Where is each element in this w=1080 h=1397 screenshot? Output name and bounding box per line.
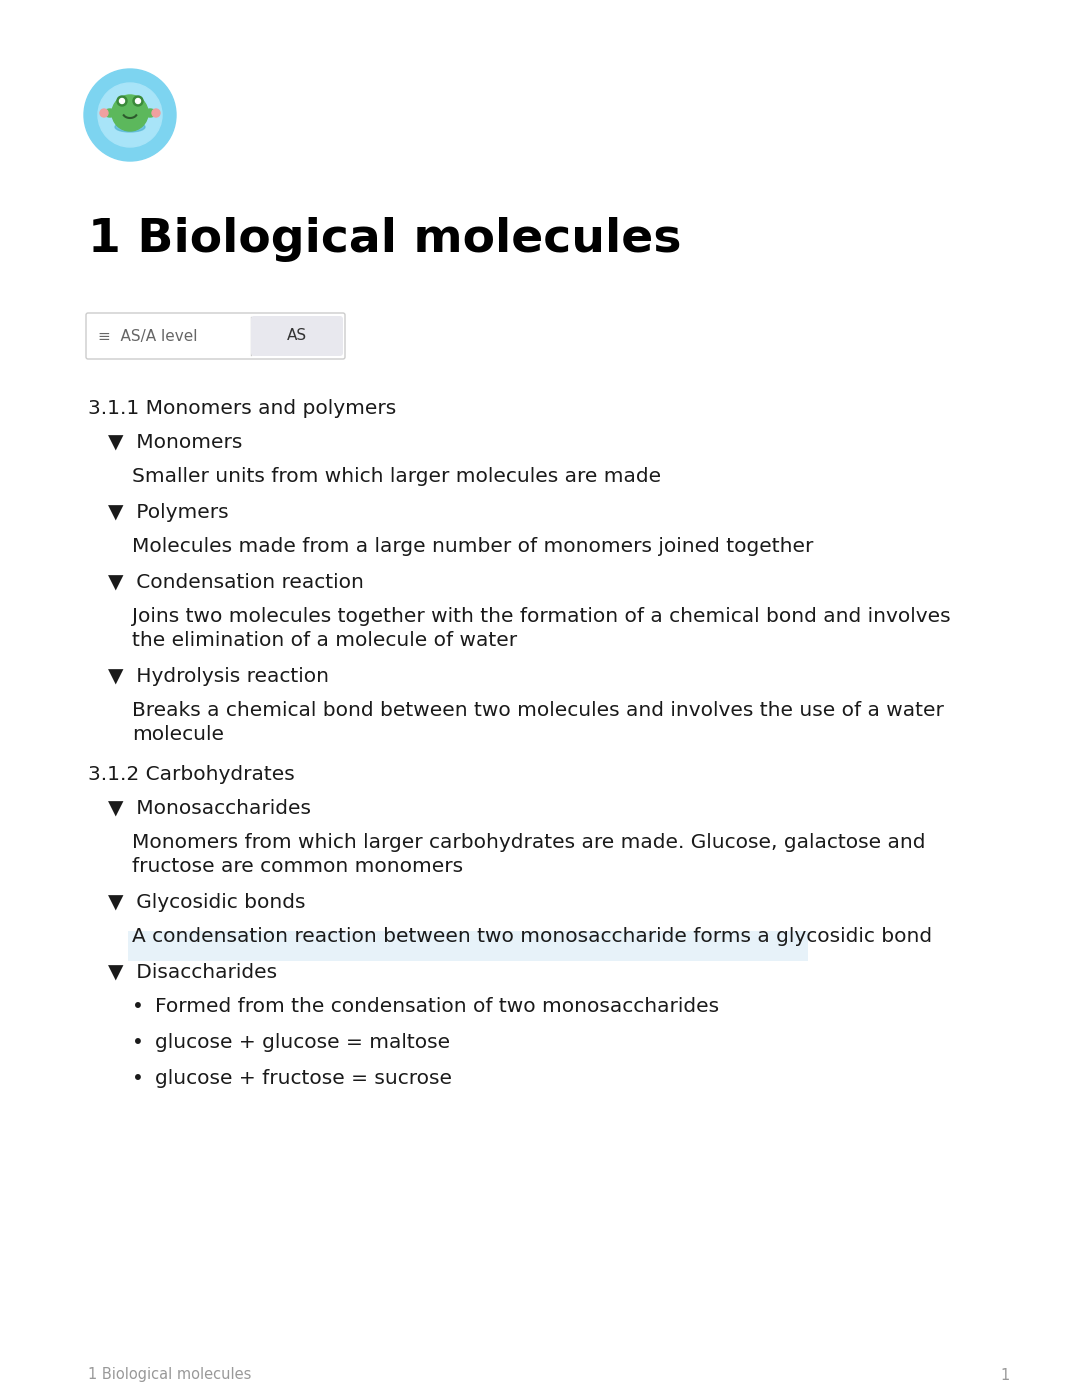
Text: •: •: [132, 997, 144, 1016]
Ellipse shape: [114, 122, 145, 131]
Text: 1 Biological molecules: 1 Biological molecules: [87, 218, 681, 263]
Text: 1: 1: [1000, 1368, 1009, 1383]
Text: ▼  Polymers: ▼ Polymers: [108, 503, 229, 522]
Text: 1 Biological molecules: 1 Biological molecules: [87, 1368, 252, 1383]
Circle shape: [133, 96, 143, 106]
Text: Breaks a chemical bond between two molecules and involves the use of a water: Breaks a chemical bond between two molec…: [132, 701, 944, 719]
FancyBboxPatch shape: [251, 316, 343, 356]
Text: molecule: molecule: [132, 725, 224, 745]
Text: glucose + fructose = sucrose: glucose + fructose = sucrose: [156, 1069, 453, 1088]
Text: Monomers from which larger carbohydrates are made. Glucose, galactose and: Monomers from which larger carbohydrates…: [132, 833, 926, 852]
Text: AS: AS: [287, 328, 307, 344]
Circle shape: [135, 99, 140, 103]
Text: glucose + glucose = maltose: glucose + glucose = maltose: [156, 1032, 450, 1052]
Text: Smaller units from which larger molecules are made: Smaller units from which larger molecule…: [132, 467, 661, 486]
Text: ▼  Glycosidic bonds: ▼ Glycosidic bonds: [108, 893, 306, 912]
Text: ▼  Monomers: ▼ Monomers: [108, 433, 242, 453]
Text: A condensation reaction between two monosaccharide forms a glycosidic bond: A condensation reaction between two mono…: [132, 928, 932, 946]
Text: •: •: [132, 1032, 144, 1052]
Text: Formed from the condensation of two monosaccharides: Formed from the condensation of two mono…: [156, 997, 719, 1016]
Text: ≡  AS/A level: ≡ AS/A level: [98, 328, 198, 344]
Text: Joins two molecules together with the formation of a chemical bond and involves: Joins two molecules together with the fo…: [132, 608, 950, 626]
Text: ▼  Disaccharides: ▼ Disaccharides: [108, 963, 278, 982]
Circle shape: [100, 109, 108, 117]
Text: Molecules made from a large number of monomers joined together: Molecules made from a large number of mo…: [132, 536, 813, 556]
FancyBboxPatch shape: [129, 930, 808, 961]
Text: 3.1.2 Carbohydrates: 3.1.2 Carbohydrates: [87, 766, 295, 784]
Text: •: •: [132, 1069, 144, 1088]
Text: ▼  Condensation reaction: ▼ Condensation reaction: [108, 573, 364, 592]
Text: the elimination of a molecule of water: the elimination of a molecule of water: [132, 631, 517, 650]
Circle shape: [120, 99, 124, 103]
Circle shape: [112, 95, 148, 131]
Text: fructose are common monomers: fructose are common monomers: [132, 856, 463, 876]
Circle shape: [117, 96, 127, 106]
Circle shape: [84, 68, 176, 161]
Circle shape: [152, 109, 160, 117]
Ellipse shape: [144, 109, 156, 117]
FancyBboxPatch shape: [86, 313, 345, 359]
Text: ▼  Hydrolysis reaction: ▼ Hydrolysis reaction: [108, 666, 329, 686]
Circle shape: [98, 82, 162, 147]
Text: 3.1.1 Monomers and polymers: 3.1.1 Monomers and polymers: [87, 400, 396, 418]
Text: ▼  Monosaccharides: ▼ Monosaccharides: [108, 799, 311, 819]
Ellipse shape: [104, 109, 116, 117]
